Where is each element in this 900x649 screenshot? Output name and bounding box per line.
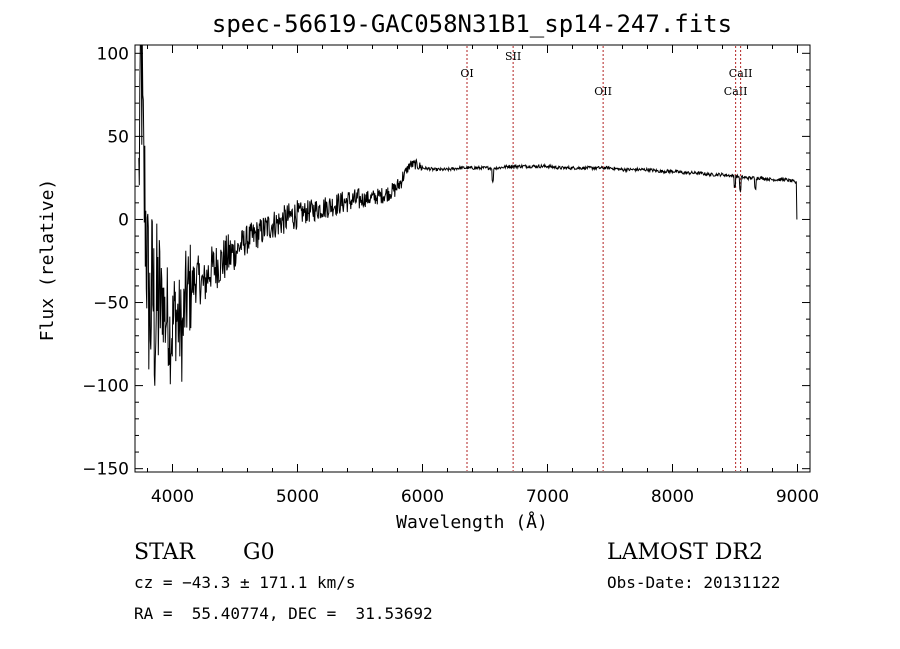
survey-release: LAMOST DR2	[607, 540, 763, 565]
x-axis: 4000 5000 6000 7000 8000 9000	[147, 45, 819, 507]
y-tick-label: −150	[82, 460, 129, 480]
x-tick-label: 9000	[776, 487, 819, 507]
spectrum-line	[138, 44, 798, 386]
y-tick-label: 50	[107, 127, 129, 147]
x-axis-label: Wavelength (Å)	[396, 511, 548, 533]
y-tick-label: −100	[82, 377, 129, 397]
object-subclass: G0	[243, 540, 275, 565]
line-marker-label: OI	[460, 67, 473, 80]
x-tick-label: 6000	[401, 487, 444, 507]
redshift-velocity: cz = −43.3 ± 171.1 km/s	[134, 573, 356, 592]
line-marker-label: SII	[505, 50, 521, 63]
spectrum-series	[138, 44, 798, 386]
y-tick-label: 0	[118, 210, 129, 230]
y-tick-label: −50	[93, 294, 129, 314]
line-marker-label: CaII	[724, 85, 748, 98]
y-axis: 100 50 0 −50 −100 −150	[82, 44, 810, 480]
observation-date: Obs-Date: 20131122	[607, 573, 781, 592]
x-tick-label: 4000	[151, 487, 194, 507]
emission-line-markers: OI SII OII CaII CaII	[460, 46, 752, 471]
chart-title: spec-56619-GAC058N31B1_sp14-247.fits	[212, 10, 732, 38]
x-tick-label: 7000	[526, 487, 569, 507]
line-marker-label: CaII	[729, 67, 753, 80]
y-tick-label: 100	[97, 44, 129, 64]
y-axis-label: Flux (relative)	[37, 179, 58, 342]
x-tick-label: 8000	[651, 487, 694, 507]
x-tick-label: 5000	[276, 487, 319, 507]
line-marker-label: OII	[594, 85, 612, 98]
object-type: STAR	[134, 540, 195, 565]
coordinates: RA = 55.40774, DEC = 31.53692	[134, 604, 433, 623]
